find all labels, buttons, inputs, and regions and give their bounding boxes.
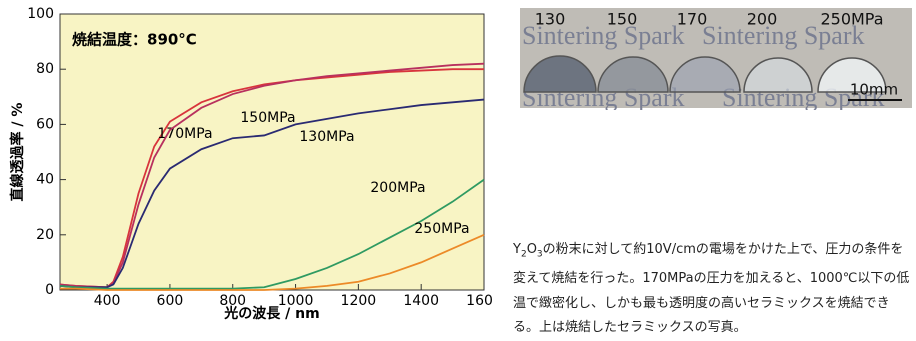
photo-label: 170 [677, 10, 708, 29]
y-tick-label: 0 [45, 282, 54, 298]
annotation: 焼結温度：890°C [72, 31, 197, 49]
x-tick-label: 400 [94, 293, 121, 309]
caption: Y2O3の粉末に対して約10V/cmの電場をかけた上で、圧力の条件を変えて焼結を… [513, 238, 911, 341]
x-tick-label: 1600 [466, 293, 492, 309]
x-tick-label: 800 [219, 293, 246, 309]
y-tick-label: 100 [27, 6, 54, 22]
photo-label: 200 [747, 10, 778, 29]
chart: 焼結温度：890°C 光の波長 / nm 直線透過率 / % 020406080… [0, 0, 492, 324]
caption-text: Y [513, 242, 521, 257]
x-tick-label: 600 [157, 293, 184, 309]
x-tick-label: 1200 [341, 293, 377, 309]
series-label: 150MPa [240, 110, 295, 126]
photo-label: 130 [535, 10, 566, 29]
y-tick-label: 40 [36, 172, 54, 188]
caption-text: の粉末に対して約10V/cmの電場をかけた上で、圧力の条件を変えて焼結を行った。… [513, 242, 909, 335]
scale-label: 10mm [850, 81, 898, 99]
y-tick-label: 20 [36, 227, 54, 243]
y-label: 直線透過率 / % [9, 103, 26, 202]
x-tick-label: 1000 [278, 293, 314, 309]
series-label: 200MPa [370, 180, 425, 196]
photo-label: 250MPa [820, 10, 883, 29]
plot-area [60, 14, 484, 290]
series-label: 250MPa [414, 221, 469, 237]
series-label: 130MPa [299, 129, 354, 145]
x-tick-label: 1400 [403, 293, 439, 309]
y-tick-label: 80 [36, 61, 54, 77]
caption-text: O [527, 242, 537, 257]
photo-label: 150 [607, 10, 638, 29]
series-label: 170MPa [157, 126, 212, 142]
y-tick-label: 60 [36, 116, 54, 132]
photo: Sintering Spark Sintering Spark Sinterin… [512, 0, 912, 110]
